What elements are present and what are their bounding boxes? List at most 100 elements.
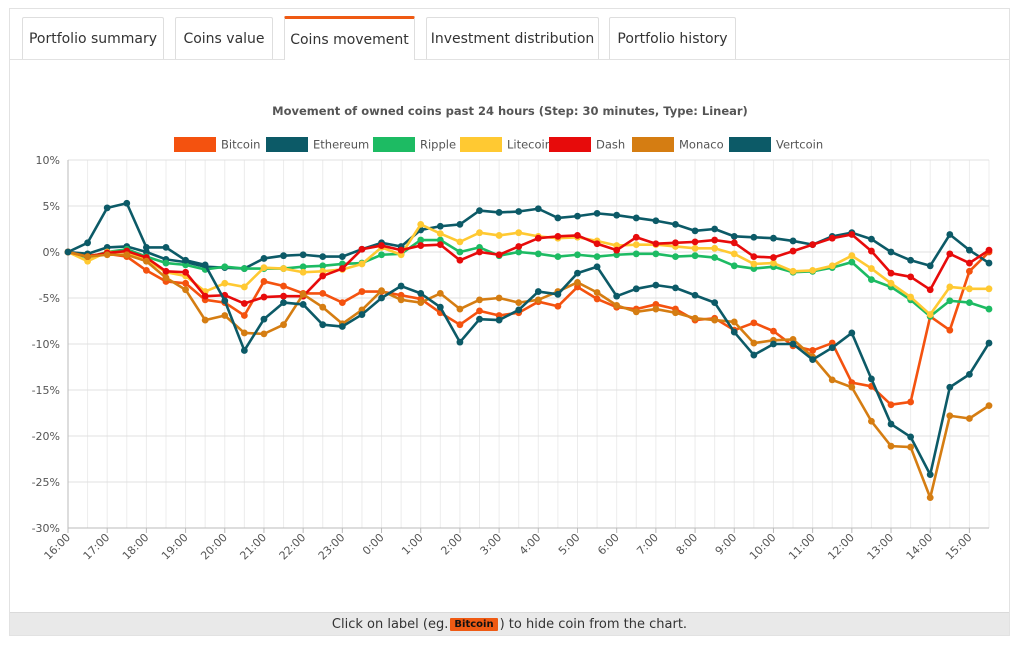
legend-label: Ethereum	[313, 138, 369, 152]
legend-item-dash[interactable]: Dash	[549, 137, 625, 152]
legend-item-ripple[interactable]: Ripple	[373, 137, 456, 152]
data-point-bitcoin	[319, 290, 327, 297]
y-tick-label: -20%	[32, 430, 60, 443]
legend-item-vertcoin[interactable]: Vertcoin	[729, 137, 823, 152]
data-point-dash	[476, 248, 483, 256]
data-point-ethereum	[632, 214, 640, 222]
y-tick-label: -5%	[39, 292, 60, 305]
data-point-monaco	[84, 253, 91, 260]
legend-item-ethereum[interactable]: Ethereum	[266, 137, 369, 152]
data-point-monaco	[691, 314, 699, 322]
data-point-ethereum	[319, 253, 327, 260]
series-line-ripple	[67, 238, 990, 318]
data-point-monaco	[162, 274, 170, 282]
data-point-ethereum	[966, 246, 973, 254]
data-point-vertcoin	[574, 269, 581, 277]
bitcoin-badge: Bitcoin	[450, 617, 498, 631]
data-point-ethereum	[495, 209, 503, 216]
data-point-litecoin	[632, 241, 640, 249]
y-tick-label: -10%	[32, 338, 60, 351]
data-point-dash	[828, 234, 836, 242]
tab-portfolio-history[interactable]: Portfolio history	[609, 17, 736, 59]
data-point-ethereum	[338, 253, 346, 260]
data-point-ethereum	[613, 211, 621, 219]
data-point-ethereum	[456, 221, 464, 228]
x-tick-label: 10:00	[747, 531, 779, 563]
legend-label: Dash	[596, 138, 625, 152]
legend-label: Litecoin	[507, 138, 552, 152]
data-point-monaco	[868, 417, 875, 425]
data-point-monaco	[672, 309, 679, 317]
data-point-dash	[672, 239, 679, 247]
data-point-litecoin	[260, 264, 268, 272]
legend-label: Ripple	[420, 138, 456, 152]
data-point-ethereum	[907, 256, 915, 264]
legend-item-bitcoin[interactable]: Bitcoin	[174, 137, 260, 152]
data-point-ethereum	[946, 231, 954, 238]
data-point-monaco	[240, 329, 248, 337]
x-tick-label: 13:00	[865, 531, 897, 563]
data-point-ripple	[240, 265, 248, 272]
data-point-monaco	[299, 290, 307, 298]
data-point-vertcoin	[926, 471, 934, 479]
data-point-dash	[358, 245, 366, 253]
data-point-litecoin	[358, 260, 366, 268]
data-point-vertcoin	[907, 433, 915, 441]
data-point-dash	[201, 292, 209, 300]
data-point-vertcoin	[417, 290, 425, 297]
data-point-vertcoin	[182, 256, 189, 264]
legend-swatch	[266, 137, 308, 152]
data-point-litecoin	[221, 279, 229, 287]
x-tick-label: 9:00	[713, 531, 740, 558]
tab-portfolio-summary[interactable]: Portfolio summary	[22, 17, 164, 59]
legend-swatch	[632, 137, 674, 152]
data-point-monaco	[574, 278, 581, 286]
data-point-vertcoin	[672, 284, 679, 292]
data-point-vertcoin	[691, 291, 699, 299]
data-point-vertcoin	[828, 344, 836, 352]
data-point-monaco	[456, 305, 464, 313]
data-point-vertcoin	[378, 294, 385, 302]
data-point-ripple	[299, 263, 307, 271]
legend-item-monaco[interactable]: Monaco	[632, 137, 724, 152]
x-tick-label: 20:00	[198, 531, 230, 563]
data-point-monaco	[711, 316, 719, 324]
data-point-bitcoin	[280, 282, 287, 290]
legend-swatch	[174, 137, 216, 152]
data-point-monaco	[260, 330, 268, 338]
x-tick-label: 12:00	[825, 531, 857, 563]
data-point-ethereum	[789, 237, 797, 245]
data-point-litecoin	[417, 221, 425, 228]
coins-movement-chart: Movement of owned coins past 24 hours (S…	[32, 104, 993, 563]
data-point-dash	[632, 233, 640, 241]
data-point-dash	[926, 286, 934, 294]
data-point-dash	[652, 240, 660, 248]
data-point-vertcoin	[613, 292, 621, 300]
data-point-ripple	[691, 252, 699, 260]
x-tick-label: 4:00	[517, 531, 544, 558]
data-point-monaco	[417, 299, 425, 306]
data-point-vertcoin	[887, 420, 895, 428]
data-point-ripple	[319, 262, 327, 270]
data-point-litecoin	[926, 311, 934, 318]
tab-coins-value[interactable]: Coins value	[175, 17, 273, 59]
data-point-litecoin	[809, 267, 817, 274]
data-point-ripple	[632, 250, 640, 258]
x-tick-label: 15:00	[943, 531, 975, 563]
data-point-litecoin	[770, 259, 777, 267]
data-point-dash	[770, 254, 777, 261]
data-point-vertcoin	[711, 299, 719, 306]
chart-legend: Bitcoin Ethereum Ripple Litecoin Dash Monaco V…	[174, 137, 823, 152]
chart-grid	[67, 159, 990, 529]
legend-label: Vertcoin	[776, 138, 823, 152]
data-point-ripple	[456, 248, 464, 256]
data-point-litecoin	[436, 230, 444, 238]
data-point-bitcoin	[240, 312, 248, 319]
tab-coins-movement[interactable]: Coins movement	[284, 16, 415, 60]
data-point-monaco	[201, 316, 209, 324]
data-point-monaco	[142, 257, 150, 265]
data-point-dash	[946, 250, 954, 258]
data-point-litecoin	[299, 268, 307, 276]
tab-investment-distribution[interactable]: Investment distribution	[426, 17, 599, 59]
legend-item-litecoin[interactable]: Litecoin	[460, 137, 552, 152]
